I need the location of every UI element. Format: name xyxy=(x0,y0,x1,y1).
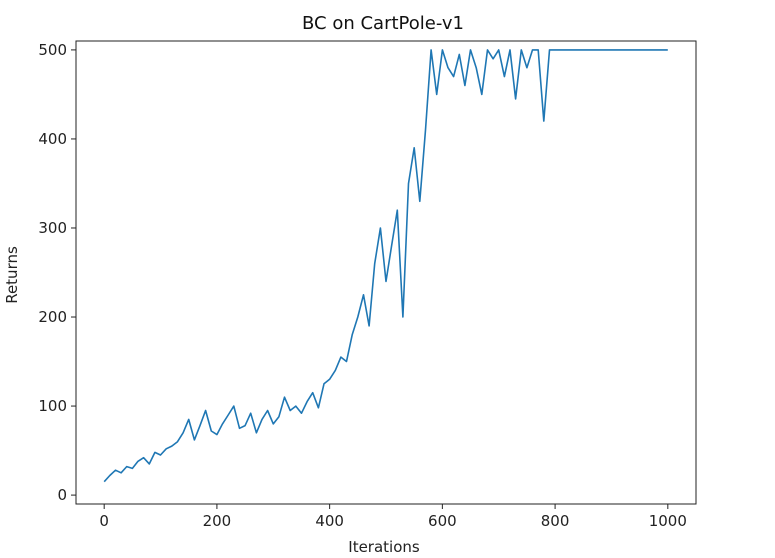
chart-title: BC on CartPole-v1 xyxy=(302,13,464,34)
series-layer xyxy=(103,49,668,483)
x-tick-label: 400 xyxy=(315,512,344,530)
y-axis-label: Returns xyxy=(3,246,21,304)
y-tick-label: 500 xyxy=(38,41,67,59)
plot-frame xyxy=(75,40,697,505)
x-tick-label: 200 xyxy=(203,512,232,530)
x-tick-label: 600 xyxy=(428,512,457,530)
y-axis-ticks: 0 100 200 300 400 500 xyxy=(38,41,76,504)
x-axis-label: Iterations xyxy=(348,538,420,556)
y-tick-label: 100 xyxy=(38,397,67,415)
x-tick-label: 800 xyxy=(541,512,570,530)
series-line xyxy=(103,49,668,483)
y-tick-label: 200 xyxy=(38,308,67,326)
y-tick-label: 400 xyxy=(38,130,67,148)
plot-area xyxy=(75,40,697,505)
x-tick-label: 0 xyxy=(99,512,109,530)
x-axis-ticks: 0 200 400 600 800 1000 xyxy=(99,504,687,530)
y-tick-label: 0 xyxy=(57,486,67,504)
x-tick-label: 1000 xyxy=(649,512,687,530)
y-tick-label: 300 xyxy=(38,219,67,237)
